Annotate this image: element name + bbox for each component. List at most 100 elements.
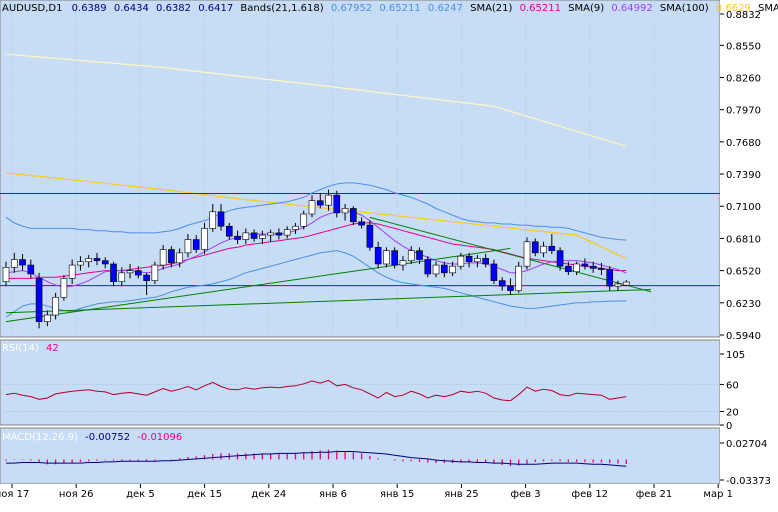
candle (143, 272, 150, 296)
time-tick-label: янв 15 (380, 489, 414, 500)
candle (449, 261, 456, 277)
bull-candle-body (126, 270, 134, 274)
bull-candle-body (515, 265, 523, 291)
candle (441, 261, 448, 278)
bull-candle-body (2, 266, 10, 283)
sma200-line (5, 53, 627, 147)
candle (159, 245, 167, 270)
bear-candle-body (217, 211, 225, 227)
price-axis[interactable]: 0.8832 0.8550 0.8260 0.7970 0.7680 0.7390 0.71… (720, 10, 771, 487)
bands-lower-value: 0.6247 (428, 3, 463, 14)
price-axis-area (720, 0, 778, 484)
macd-main-value: -0.00752 (85, 432, 130, 443)
candle (110, 261, 117, 287)
time-tick-label: фев 3 (511, 489, 541, 500)
bull-candle-body (325, 194, 332, 206)
bull-candle-body (159, 249, 167, 266)
candle (44, 310, 51, 327)
bear-candle-body (556, 250, 564, 267)
bull-candle-body (432, 264, 440, 275)
price-tick-label: 0.7680 (726, 138, 761, 149)
candle (151, 261, 159, 284)
candle (2, 261, 10, 287)
candle (622, 280, 630, 286)
bands-middle-value: 0.65211 (379, 3, 420, 14)
bear-candle-body (350, 208, 357, 223)
time-axis[interactable]: ноя 17 ноя 26 дек 5 дек 15 дек 24 янв 6 янв 15… (0, 484, 733, 500)
candle (118, 267, 126, 287)
bear-candle-body (275, 232, 283, 236)
candle (234, 230, 241, 244)
sma100-label: SMA(100) (660, 3, 709, 14)
bear-candle-body (507, 285, 514, 291)
candle (341, 204, 349, 221)
price-tick-label: 0.8260 (726, 73, 761, 84)
chart-header: AUDUSD,D1 0.6389 0.6434 0.6382 0.6417 Ba… (2, 3, 778, 14)
bull-candle-body (622, 281, 630, 286)
candle (457, 252, 465, 270)
candle (168, 246, 175, 268)
sma9-value: 0.64992 (611, 3, 652, 14)
bull-candle-body (176, 252, 183, 264)
bear-candle-body (589, 265, 597, 269)
bull-candle-body (267, 232, 274, 236)
candle (77, 256, 84, 271)
rsi-series (0, 379, 720, 412)
bull-candle-body (151, 264, 159, 281)
sma100-value: 0.6629 (716, 3, 751, 14)
candle (308, 195, 316, 218)
bear-candle-body (27, 264, 35, 275)
macd-tick-label: 0.02704 (726, 439, 767, 450)
bull-candle-body (209, 211, 217, 229)
time-tick-label: янв 25 (444, 489, 478, 500)
bear-candle-body (565, 265, 572, 273)
open-value: 0.6389 (72, 3, 107, 14)
trendline (5, 288, 652, 314)
bull-candle-body (300, 213, 308, 227)
high-value: 0.6434 (114, 3, 149, 14)
candle (573, 261, 580, 276)
candlestick-series (2, 189, 630, 329)
bull-candle-body (399, 260, 407, 266)
bear-candle-body (441, 264, 448, 274)
macd-panel[interactable] (0, 427, 721, 485)
rsi-panel[interactable] (0, 339, 721, 426)
candle (325, 189, 332, 211)
bear-candle-body (358, 221, 365, 226)
candle (209, 204, 217, 232)
bear-candle-body (110, 263, 117, 283)
candle (85, 255, 92, 268)
rsi-value: 42 (46, 343, 59, 354)
bull-candle-body (52, 296, 59, 316)
sma21-label: SMA(21) (470, 3, 512, 14)
candle (565, 261, 572, 276)
price-tick-label: 0.7100 (726, 202, 761, 213)
bull-candle-body (614, 283, 622, 287)
bear-candle-body (465, 255, 473, 263)
low-value: 0.6382 (156, 3, 191, 14)
candle (548, 233, 556, 254)
bull-candle-body (242, 232, 250, 240)
bear-candle-body (234, 235, 241, 240)
bear-candle-body (35, 278, 43, 322)
bear-candle-body (135, 270, 142, 276)
candle (416, 247, 423, 264)
bull-candle-body (341, 208, 349, 214)
candle (35, 272, 43, 329)
candle (383, 247, 390, 268)
bollinger-upper-line (5, 182, 627, 241)
candle (482, 253, 489, 268)
macd-tick-label: -0.03373 (726, 476, 771, 487)
candle (350, 206, 357, 226)
bull-candle-body (383, 250, 390, 265)
bear-candle-body (250, 232, 258, 239)
candle (407, 246, 415, 264)
bear-candle-body (143, 274, 150, 281)
candle (10, 252, 18, 273)
candle (135, 266, 142, 279)
time-tick-label: янв 6 (319, 489, 347, 500)
bear-candle-body (391, 250, 398, 266)
bull-candle-body (523, 241, 531, 267)
candle (523, 237, 531, 270)
